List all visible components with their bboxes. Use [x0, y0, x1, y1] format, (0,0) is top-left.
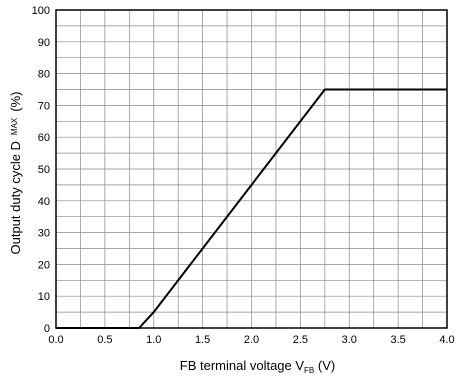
- y-axis-label-main: Output duty cycle D: [8, 141, 23, 254]
- y-tick-label: 100: [32, 5, 50, 17]
- x-tick-label: 3.0: [342, 334, 357, 346]
- y-tick-label: 0: [44, 323, 50, 335]
- x-axis-label: FB terminal voltage VFB (V): [180, 358, 335, 375]
- y-axis-label-suffix: (%): [8, 91, 23, 111]
- y-tick-label: 30: [38, 228, 50, 240]
- y-tick-label: 70: [38, 100, 50, 112]
- x-tick-label: 2.0: [244, 334, 259, 346]
- x-tick-label: 4.0: [439, 334, 454, 346]
- x-axis-label-main: FB terminal voltage V: [180, 358, 305, 373]
- y-tick-label: 60: [38, 132, 50, 144]
- y-tick-label: 10: [38, 291, 50, 303]
- plot-frame: [55, 9, 448, 329]
- x-tick-label: 0.5: [97, 334, 112, 346]
- x-tick-label: 3.5: [390, 334, 405, 346]
- y-axis-label-sub: MAX: [10, 117, 19, 135]
- x-tick-label: 2.5: [293, 334, 308, 346]
- y-tick-label: 40: [38, 196, 50, 208]
- y-axis-label: Output duty cycle D MAX (%): [8, 91, 23, 254]
- x-tick-label: 1.5: [195, 334, 210, 346]
- x-axis-label-suffix: (V): [314, 358, 335, 373]
- x-tick-labels: 0.0 0.5 1.0 1.5 2.0 2.5 3.0 3.5 4.0: [48, 334, 454, 346]
- y-tick-label: 50: [38, 164, 50, 176]
- x-axis-label-sub: FB: [304, 366, 314, 375]
- series-line: [56, 88, 447, 329]
- y-tick-label: 80: [38, 69, 50, 81]
- x-tick-label: 1.0: [146, 334, 161, 346]
- grid: [55, 9, 448, 329]
- y-tick-label: 20: [38, 259, 50, 271]
- x-tick-label: 0.0: [48, 334, 63, 346]
- y-tick-labels: 0 10 20 30 40 50 60 70 80 90 100: [32, 5, 50, 335]
- series-group: [56, 88, 447, 329]
- y-tick-label: 90: [38, 37, 50, 49]
